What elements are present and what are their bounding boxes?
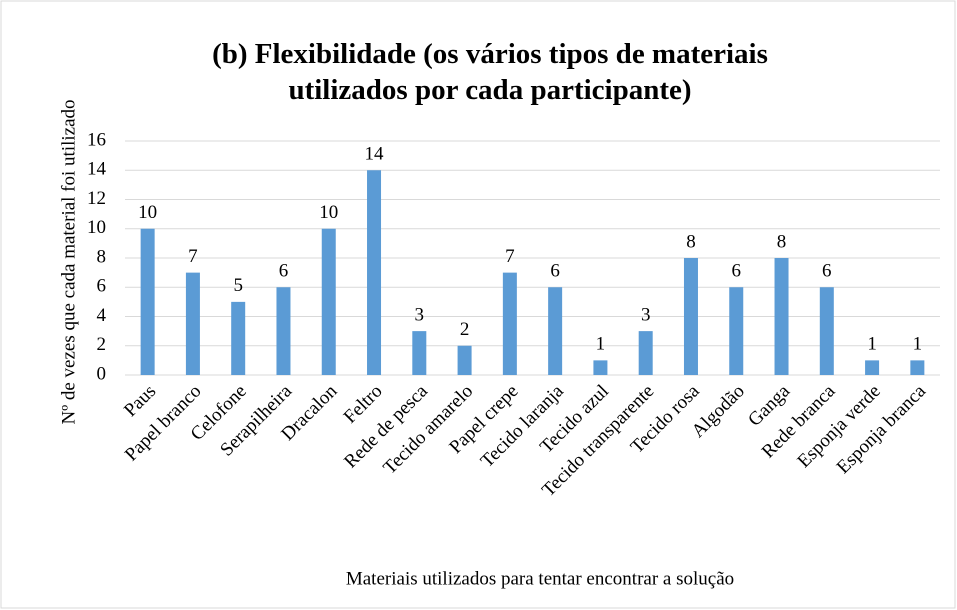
bar [502,272,517,375]
chart-title: (b) Flexibilidade (os vários tipos de ma… [212,38,768,106]
bar [367,170,382,375]
data-label: 14 [365,144,385,165]
bar [774,258,789,375]
data-label: 7 [188,246,198,267]
bar [593,360,608,375]
bar [548,287,563,375]
data-label: 10 [319,202,338,223]
y-tick-label: 12 [87,188,106,209]
bar [638,331,653,375]
data-label: 2 [460,319,470,340]
data-label: 6 [732,261,742,282]
data-label: 6 [279,261,289,282]
bar [729,287,744,375]
x-axis-label: Materiais utilizados para tentar encontr… [346,568,734,589]
data-label: 1 [867,334,877,355]
bar [412,331,427,375]
data-label: 5 [233,275,243,296]
bar [140,228,155,375]
y-axis-label: Nº de vezes que cada material foi utiliz… [58,99,79,424]
bar [185,272,200,375]
bar [683,258,698,375]
bar [865,360,880,375]
y-tick-label: 14 [87,159,107,180]
data-label: 1 [913,334,923,355]
y-tick-label: 2 [97,334,107,355]
y-tick-label: 16 [87,129,106,150]
bar [321,228,336,375]
data-label: 8 [686,231,696,252]
bar [231,301,246,375]
data-label: 3 [641,304,651,325]
data-label: 6 [822,261,832,282]
bar [276,287,291,375]
y-tick-label: 8 [97,246,107,267]
y-tick-label: 0 [97,363,107,384]
y-tick-label: 10 [87,217,106,238]
bar [457,345,472,375]
bar [819,287,834,375]
data-label: 10 [138,202,157,223]
data-label: 1 [596,334,606,355]
data-label: 8 [777,231,787,252]
data-label: 3 [415,304,425,325]
y-tick-label: 6 [97,276,107,297]
bar [910,360,925,375]
data-label: 7 [505,246,515,267]
data-label: 6 [550,261,560,282]
y-tick-label: 4 [97,305,107,326]
